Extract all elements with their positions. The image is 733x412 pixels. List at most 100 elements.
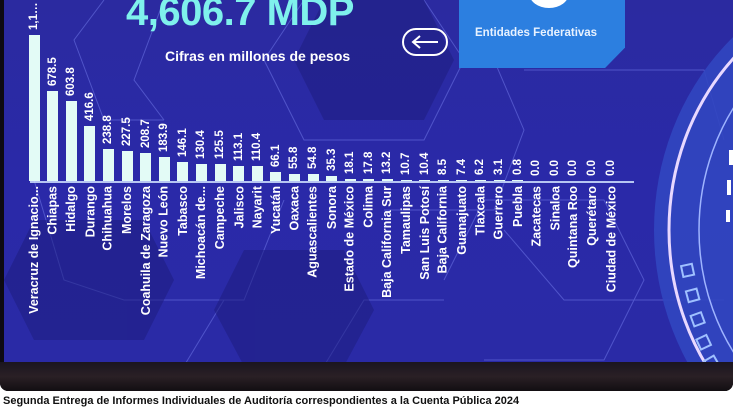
- category-label: Ciudad de México: [603, 186, 618, 293]
- bar-value-label: 146.1: [176, 127, 189, 157]
- bar: [47, 90, 59, 181]
- x-axis-line: [30, 181, 634, 183]
- panel-label: Entidades Federativas: [475, 27, 598, 39]
- category-label: Morelos: [119, 186, 134, 234]
- bar-value-label: 208.7: [139, 119, 152, 149]
- bar-chart: 1,1… Veracruz de Ignacio... 678.5 Chiapas 60…: [26, 2, 634, 316]
- video-caption: Segunda Entrega de Informes Individuales…: [3, 395, 520, 407]
- screen-bezel: [0, 362, 733, 391]
- bar: [195, 163, 207, 181]
- category-label: Michoacán de...: [194, 186, 209, 280]
- bar-value-label: 678.5: [46, 57, 59, 86]
- category-label: Jalisco: [231, 186, 246, 229]
- category-label: Coahuila de Zaragoza: [138, 186, 153, 316]
- bar-value-label: 66.1: [269, 144, 282, 168]
- category-label: Durango: [83, 186, 98, 238]
- category-label: Guerrero: [491, 186, 506, 240]
- bar-value-label: 17.8: [362, 151, 375, 174]
- bar-value-label: 416.6: [83, 91, 96, 121]
- bar: [288, 173, 300, 181]
- category-label: Tamaulipas: [398, 186, 413, 254]
- bar-value-label: 54.8: [307, 146, 319, 169]
- bar: [102, 149, 114, 181]
- bar-value-label: 183.9: [158, 122, 171, 152]
- category-label: Zacatecas: [529, 186, 544, 247]
- bar-value-label: 113.1: [232, 132, 245, 161]
- bar-value-label: 0.0: [530, 160, 543, 176]
- bar: [158, 156, 170, 181]
- category-label: Baja California Sur: [380, 186, 395, 298]
- bar: [140, 153, 152, 181]
- circular-gauge-decoration: [634, 0, 733, 366]
- category-label: Hidalgo: [64, 186, 79, 232]
- bar: [493, 180, 505, 181]
- bar-value-label: 35.3: [325, 148, 338, 172]
- video-frame: Entidades Federativas 4,606.7 MDP Cifras…: [0, 0, 733, 391]
- category-label: Nuevo León: [156, 186, 171, 258]
- chart-subtitle: Cifras en millones de pesos: [165, 48, 351, 64]
- bar-value-label: 238.8: [102, 115, 115, 145]
- bar-value-label: 10.7: [400, 152, 412, 175]
- back-button[interactable]: [402, 28, 448, 56]
- category-label: Colima: [361, 186, 376, 228]
- bar-value-label: 0.0: [567, 160, 580, 176]
- bar: [251, 166, 263, 181]
- category-label: Aguascalientes: [305, 186, 320, 278]
- bar: [326, 176, 338, 181]
- bar: [512, 180, 524, 181]
- category-label: Veracruz de Ignacio...: [26, 186, 41, 314]
- bar-value-label: 130.4: [195, 129, 208, 159]
- bar: [474, 180, 486, 181]
- category-label: Yucatán: [268, 186, 283, 234]
- entidades-federativas-panel[interactable]: Entidades Federativas: [459, 0, 625, 68]
- bar: [363, 178, 375, 181]
- category-label: Estado de México: [342, 186, 357, 292]
- bar-value-label: 0.0: [586, 160, 598, 176]
- bar: [456, 180, 468, 181]
- bar-value-label: 1,1…: [28, 2, 40, 31]
- category-label: San Luis Potosí: [417, 186, 432, 280]
- bar: [307, 173, 319, 181]
- bar: [437, 179, 449, 181]
- bar: [28, 35, 40, 181]
- category-label: Campeche: [213, 186, 228, 250]
- category-label: Baja California: [435, 186, 450, 274]
- bar-value-label: 18.1: [344, 151, 357, 174]
- bar-value-label: 55.8: [288, 146, 301, 169]
- category-label: Tlaxcala: [473, 186, 488, 236]
- category-label: Quintana Roo: [566, 186, 581, 268]
- bar: [419, 179, 431, 181]
- panel-icon: [529, 0, 569, 8]
- bar: [84, 125, 96, 181]
- category-label: Querétaro: [584, 186, 599, 246]
- bar: [214, 164, 226, 181]
- bar: [344, 178, 356, 181]
- category-label: Sinaloa: [548, 186, 563, 231]
- bar-value-label: 3.1: [493, 159, 505, 175]
- category-label: Tabasco: [175, 186, 190, 236]
- category-label: Oaxaca: [287, 186, 302, 231]
- bar: [270, 172, 282, 181]
- category-label: Nayarit: [250, 186, 265, 229]
- bar: [121, 150, 133, 181]
- bar: [177, 161, 189, 181]
- arrow-left-icon: [411, 35, 438, 49]
- category-label: Chihuahua: [100, 186, 115, 251]
- bar-value-label: 6.2: [474, 159, 487, 175]
- bar-value-label: 0.0: [604, 160, 617, 176]
- bar-value-label: 110.4: [251, 133, 264, 162]
- category-label: Puebla: [510, 186, 525, 227]
- bar: [400, 179, 412, 181]
- bar: [65, 100, 77, 181]
- category-label: Guanajuato: [454, 186, 469, 255]
- bar-value-label: 227.5: [121, 117, 133, 146]
- bar-value-label: 0.8: [511, 159, 524, 175]
- total-amount: 4,606.7 MDP: [126, 0, 354, 34]
- bar-value-label: 125.5: [214, 130, 226, 160]
- bar-value-label: 8.5: [437, 158, 450, 175]
- bar-value-label: 0.0: [548, 160, 561, 176]
- bar-value-label: 7.4: [455, 159, 468, 175]
- bar: [233, 165, 245, 181]
- bar-value-label: 13.2: [381, 151, 394, 175]
- category-label: Chiapas: [45, 186, 60, 235]
